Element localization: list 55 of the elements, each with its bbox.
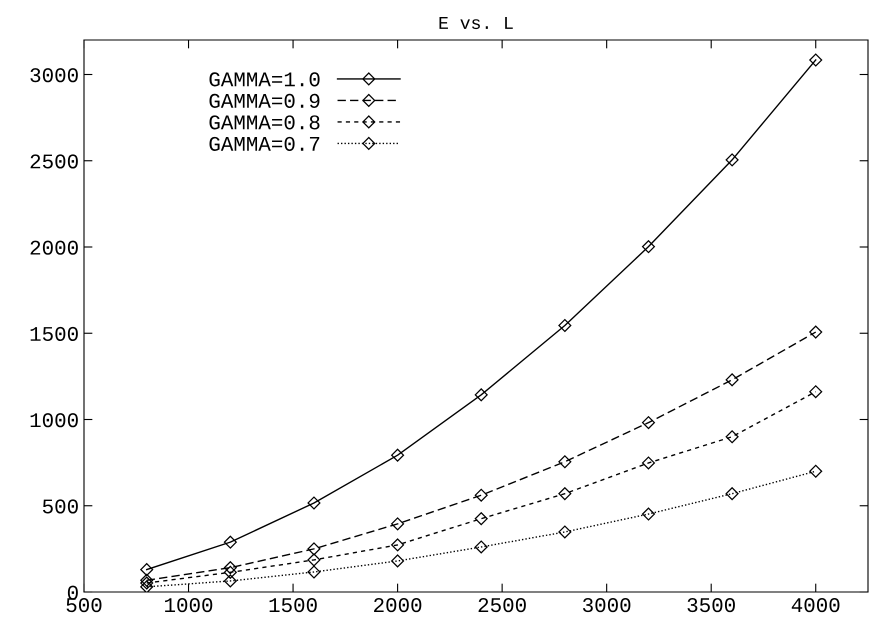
- legend-label: GAMMA=0.9: [209, 94, 320, 108]
- point: [140, 574, 154, 587]
- legend-label: GAMMA=0.7: [209, 136, 320, 151]
- point: [307, 553, 320, 566]
- y-tick-label: 1000: [30, 413, 78, 428]
- point: [558, 455, 572, 468]
- chart-title: E vs. L: [440, 16, 513, 30]
- point: [391, 517, 404, 530]
- x-tick-label: 3500: [687, 598, 735, 612]
- x-tick-label: 500: [66, 598, 102, 612]
- x-tick-label: 2500: [478, 598, 526, 612]
- point: [307, 565, 320, 579]
- x-tick-label: 4000: [792, 598, 840, 612]
- x-tick-label: 3000: [582, 598, 630, 612]
- point: [391, 554, 404, 568]
- point: [809, 53, 822, 67]
- y-tick-label: 2500: [30, 154, 78, 169]
- x-tick-label: 1000: [165, 598, 212, 612]
- legend-label: GAMMA=1.0: [209, 72, 320, 86]
- point: [642, 416, 655, 430]
- y-tick-label: 1500: [30, 326, 78, 342]
- point: [558, 525, 572, 538]
- point: [726, 373, 739, 386]
- point: [307, 496, 320, 510]
- point: [642, 240, 655, 254]
- x-tick-label: 1500: [270, 598, 317, 612]
- point: [224, 574, 237, 588]
- point: [558, 487, 572, 500]
- point: [140, 580, 154, 592]
- y-tick-label: 500: [42, 499, 78, 514]
- point: [474, 388, 488, 402]
- legend-label: GAMMA=0.8: [209, 115, 320, 130]
- point: [474, 512, 488, 526]
- point: [224, 536, 237, 549]
- point: [307, 542, 320, 556]
- x-tick-label: 2000: [374, 598, 422, 612]
- point: [558, 318, 572, 332]
- point: [140, 576, 154, 590]
- point: [809, 385, 822, 398]
- y-tick-label: 3000: [30, 68, 78, 82]
- point: [224, 566, 237, 579]
- point: [809, 326, 822, 339]
- point: [642, 456, 655, 470]
- point: [391, 538, 404, 552]
- y-tick-label: 2000: [30, 240, 78, 255]
- point: [474, 540, 488, 554]
- point: [642, 508, 655, 521]
- point: [140, 563, 154, 576]
- point: [726, 487, 739, 500]
- point: [474, 488, 488, 502]
- point: [809, 464, 822, 478]
- point: [726, 430, 739, 444]
- point: [224, 561, 237, 574]
- point: [391, 448, 404, 462]
- point: [726, 153, 739, 166]
